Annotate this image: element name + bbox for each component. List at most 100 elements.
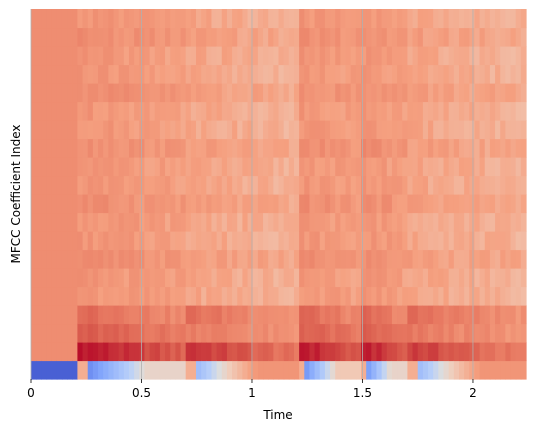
heatmap-cell [216,249,223,269]
heatmap-cell [159,212,166,232]
heatmap-cell [221,64,228,84]
heatmap-cell [386,286,393,306]
heatmap-cell [190,323,197,343]
heatmap-cell [87,175,94,195]
heatmap-cell [67,231,73,251]
heatmap-cell [355,286,362,306]
heatmap-cell [402,231,409,251]
heatmap-cell [366,138,372,158]
heatmap-cell [479,268,486,288]
heatmap-cell [263,64,269,84]
heatmap-cell [299,120,305,140]
heatmap-cell [221,83,228,103]
heatmap-cell [31,268,37,288]
heatmap-cell [515,231,522,251]
heatmap-cell [123,83,130,103]
heatmap-cell [458,46,465,66]
heatmap-cell [72,138,79,158]
heatmap-cell [428,231,434,251]
heatmap-cell [51,286,58,306]
heatmap-cell [170,305,176,325]
heatmap-cell [407,101,414,121]
heatmap-cell [474,120,481,140]
heatmap-cell [268,9,274,29]
heatmap-cell [299,157,305,177]
heatmap-cell [422,342,429,362]
heatmap-cell [397,342,403,362]
heatmap-cell [159,249,166,269]
heatmap-cell [283,249,290,269]
heatmap-cell [165,120,171,140]
heatmap-cell [185,342,192,362]
heatmap-cell [46,83,53,103]
heatmap-cell [417,138,424,158]
heatmap-cell [247,101,254,121]
heatmap-cell [397,305,403,325]
heatmap-cell [402,27,409,47]
heatmap-cell [324,46,331,66]
heatmap-cell [134,157,140,177]
heatmap-cell [391,231,398,251]
heatmap-cell [82,120,89,140]
heatmap-cell [257,212,264,232]
heatmap-cell [428,212,434,232]
heatmap-cell [474,323,481,343]
heatmap-cell [226,83,233,103]
heatmap-cell [330,212,336,232]
heatmap-cell [391,157,398,177]
heatmap-cell [170,268,176,288]
heatmap-cell [417,46,424,66]
heatmap-cell [211,83,218,103]
heatmap-cell [489,249,496,269]
heatmap-cell [428,27,434,47]
heatmap-cell [443,175,450,195]
heatmap-cell [299,342,305,362]
heatmap-cell [232,231,238,251]
heatmap-cell [283,46,290,66]
heatmap-cell [386,157,393,177]
heatmap-cell [190,305,197,325]
heatmap-cell [72,231,79,251]
heatmap-cell [134,249,140,269]
heatmap-cell [154,64,161,84]
heatmap-cell [201,27,207,47]
heatmap-cell [273,249,280,269]
heatmap-cell [366,27,372,47]
heatmap-cell [402,64,409,84]
heatmap-cell [118,175,125,195]
heatmap-cell [371,9,378,29]
heatmap-cell [469,157,476,177]
heatmap-cell [31,64,37,84]
heatmap-cell [77,64,84,84]
heatmap-cell [458,9,465,29]
heatmap-cell [128,157,135,177]
heatmap-cell [520,194,527,214]
heatmap-cell [391,9,398,29]
heatmap-cell [216,360,223,380]
heatmap-cell [98,323,104,343]
heatmap-cell [309,360,316,380]
heatmap-cell [304,323,311,343]
heatmap-cell [345,157,352,177]
heatmap-cell [438,268,445,288]
heatmap-cell [453,194,460,214]
heatmap-cell [113,175,120,195]
heatmap-cell [196,157,202,177]
heatmap-cell [324,64,331,84]
y-axis-label: MFCC Coefficient Index [9,124,23,263]
heatmap-cell [397,64,403,84]
heatmap-cell [293,46,300,66]
heatmap-cell [196,83,202,103]
heatmap-cell [98,305,104,325]
heatmap-cell [376,286,383,306]
heatmap-cell [438,342,445,362]
heatmap-cell [324,120,331,140]
heatmap-cell [268,46,274,66]
heatmap-cell [397,27,403,47]
heatmap-cell [402,157,409,177]
heatmap-cell [247,323,254,343]
heatmap-cell [345,342,352,362]
heatmap-cell [422,268,429,288]
heatmap-cell [242,83,249,103]
heatmap-cell [510,46,517,66]
